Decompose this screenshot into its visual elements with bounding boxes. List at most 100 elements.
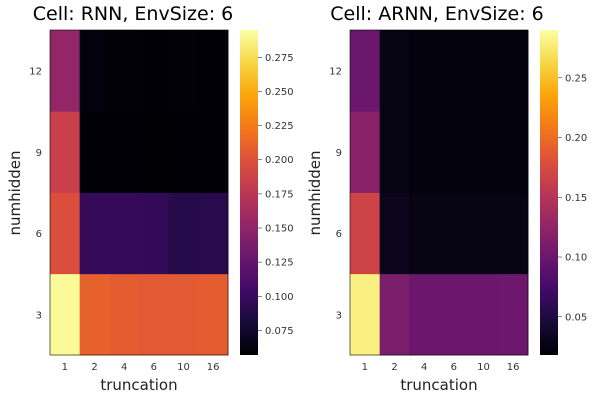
- y-tick-label: 6: [336, 229, 342, 240]
- heatmap-cell: [409, 273, 440, 356]
- y-tick-label: 9: [336, 148, 342, 159]
- y-tick-label: 3: [36, 310, 42, 321]
- colorbar-tick-label: 0.200: [265, 155, 294, 166]
- x-tick-label: 1: [62, 362, 68, 373]
- heatmap-cell: [350, 30, 381, 112]
- y-axis-label: numhidden: [306, 150, 324, 235]
- colorbar: [540, 30, 558, 355]
- chart-title: Cell: ARNN, EnvSize: 6: [330, 3, 543, 25]
- colorbar: [240, 30, 258, 355]
- heatmap-cell: [109, 273, 140, 356]
- heatmap-cell: [409, 30, 440, 112]
- heatmap-cell: [109, 192, 140, 275]
- y-axis-label: numhidden: [6, 150, 24, 235]
- y-tick-labels: 3 6 9 12: [29, 67, 42, 322]
- colorbar-tick-label: 0.25: [565, 73, 587, 84]
- heatmap-cell: [379, 273, 410, 356]
- heatmap-cell: [498, 111, 529, 193]
- x-tick-labels: 1 2 4 6 10 16: [362, 362, 520, 373]
- heatmap-cell: [198, 30, 229, 112]
- colorbar-ticks: 0.05 0.10 0.15 0.20 0.25: [558, 73, 587, 323]
- y-tick-label: 12: [29, 67, 42, 78]
- colorbar-tick-label: 0.250: [265, 87, 294, 98]
- x-tick-label: 6: [151, 362, 157, 373]
- colorbar-tick-label: 0.275: [265, 53, 294, 64]
- colorbar-tick-label: 0.075: [265, 326, 294, 337]
- heatmap-cell: [139, 192, 170, 275]
- heatmap-cell: [79, 273, 110, 356]
- heatmap-cell: [79, 111, 110, 193]
- heatmap-cell: [439, 111, 470, 193]
- chart-title: Cell: RNN, EnvSize: 6: [33, 3, 233, 25]
- heatmap-cell: [498, 273, 529, 356]
- heatmap-cell: [409, 192, 440, 275]
- heatmap-cell: [198, 192, 229, 275]
- heatmap-cell: [350, 111, 381, 193]
- y-tick-label: 3: [336, 310, 342, 321]
- heatmap-cell: [168, 111, 199, 193]
- x-tick-label: 2: [91, 362, 97, 373]
- colorbar-tick-label: 0.10: [565, 253, 587, 264]
- heatmap-cell: [168, 192, 199, 275]
- heatmap-cell: [498, 192, 529, 275]
- colorbar-tick-label: 0.150: [265, 224, 294, 235]
- plot-frame: [349, 29, 529, 356]
- colorbar-tick-label: 0.15: [565, 193, 587, 204]
- heatmap-cells: [50, 30, 229, 356]
- heatmap-cell: [350, 192, 381, 275]
- heatmap-cell: [468, 30, 499, 112]
- x-tick-label: 10: [177, 362, 190, 373]
- colorbar-ticks: 0.075 0.100 0.125 0.150 0.175 0.200 0.225 0.250…: [258, 53, 294, 337]
- y-tick-label: 9: [36, 148, 42, 159]
- x-axis-label: truncation: [100, 376, 177, 394]
- plot-frame: [49, 29, 229, 356]
- heatmap-cell: [379, 111, 410, 193]
- colorbar-tick-label: 0.125: [265, 258, 294, 269]
- x-tick-label: 10: [477, 362, 490, 373]
- heatmap-cell: [50, 111, 81, 193]
- heatmap-cell: [379, 30, 410, 112]
- x-tick-labels: 1 2 4 6 10 16: [62, 362, 220, 373]
- x-tick-label: 16: [507, 362, 520, 373]
- heatmap-cell: [139, 111, 170, 193]
- heatmap-cells: [350, 30, 529, 356]
- x-tick-label: 4: [421, 362, 427, 373]
- heatmap-cell: [168, 273, 199, 356]
- y-tick-label: 12: [329, 67, 342, 78]
- heatmap-cell: [409, 111, 440, 193]
- heatmap-cell: [109, 111, 140, 193]
- heatmap-cell: [139, 30, 170, 112]
- y-tick-labels: 3 6 9 12: [329, 67, 342, 322]
- y-tick-label: 6: [36, 229, 42, 240]
- heatmap-cell: [50, 30, 81, 112]
- heatmap-cell: [439, 273, 470, 356]
- x-axis-label: truncation: [400, 376, 477, 394]
- colorbar-tick-label: 0.225: [265, 121, 294, 132]
- x-tick-label: 1: [362, 362, 368, 373]
- x-tick-label: 2: [391, 362, 397, 373]
- heatmap-cell: [109, 30, 140, 112]
- heatmap-cell: [439, 192, 470, 275]
- heatmap-cell: [439, 30, 470, 112]
- x-tick-label: 16: [207, 362, 220, 373]
- heatmap-cell: [168, 30, 199, 112]
- heatmap-cell: [79, 30, 110, 112]
- heatmap-cell: [468, 192, 499, 275]
- colorbar-tick-label: 0.20: [565, 133, 587, 144]
- heatmap-cell: [198, 111, 229, 193]
- colorbar-tick-label: 0.05: [565, 312, 587, 323]
- heatmap-cell: [79, 192, 110, 275]
- colorbar-tick-label: 0.100: [265, 292, 294, 303]
- heatmap-cell: [50, 192, 81, 275]
- heatmap-cell: [50, 273, 81, 356]
- heatmap-cell: [350, 273, 381, 356]
- heatmap-cell: [198, 273, 229, 356]
- heatmap-cell: [379, 192, 410, 275]
- heatmap-cell: [468, 111, 499, 193]
- x-tick-label: 6: [451, 362, 457, 373]
- colorbar-tick-label: 0.175: [265, 189, 294, 200]
- x-tick-label: 4: [121, 362, 127, 373]
- heatmap-cell: [139, 273, 170, 356]
